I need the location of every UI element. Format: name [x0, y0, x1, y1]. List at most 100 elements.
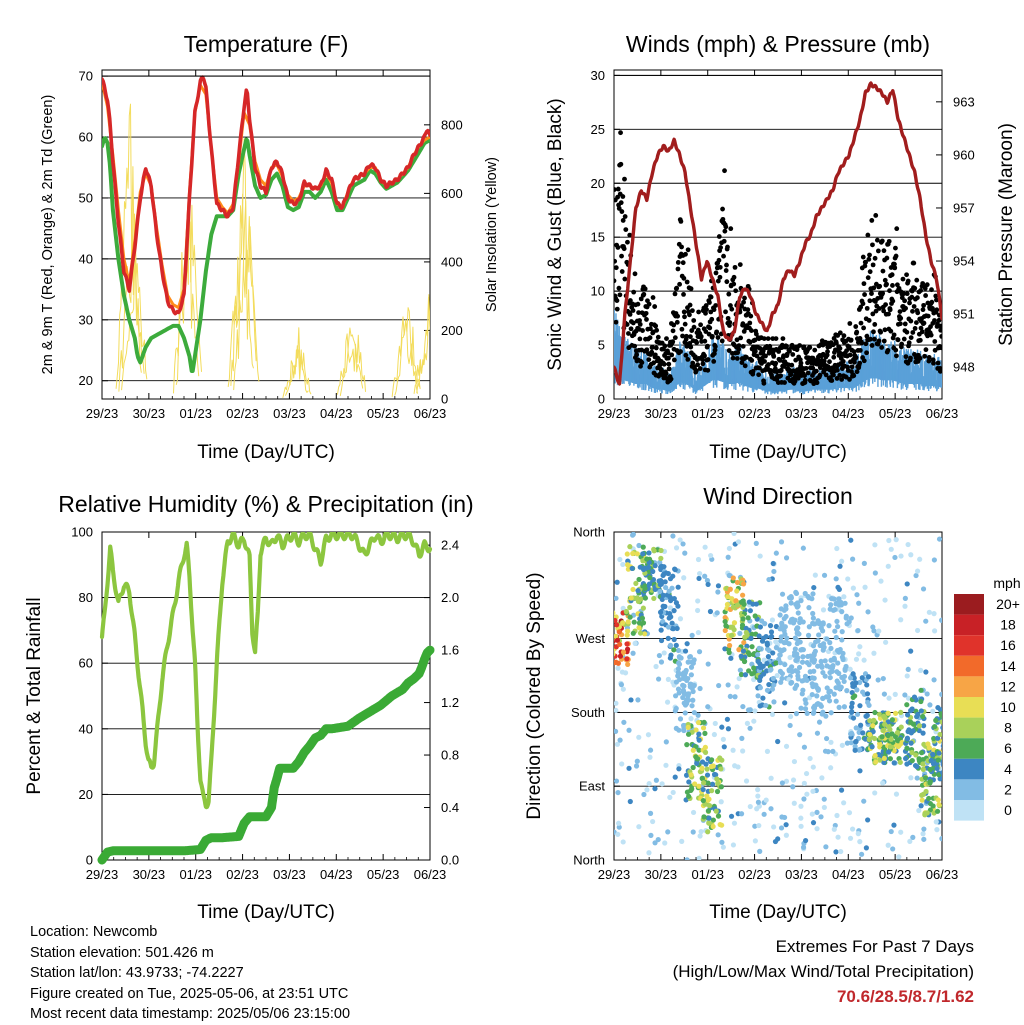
direction-point: [904, 761, 910, 767]
direction-point: [741, 658, 748, 665]
gust-point: [892, 265, 898, 271]
direction-point: [722, 618, 728, 625]
direction-point: [770, 650, 776, 656]
direction-point: [663, 584, 669, 591]
direction-point: [739, 735, 745, 741]
direction-ytick-label: North: [573, 853, 605, 868]
direction-point: [614, 651, 616, 657]
gust-point: [928, 332, 934, 338]
direction-point: [898, 553, 904, 559]
direction-point: [762, 621, 768, 627]
direction-point: [916, 723, 923, 729]
direction-point: [631, 619, 637, 625]
direction-point: [940, 725, 942, 731]
direction-point: [706, 803, 713, 809]
direction-point: [921, 836, 927, 842]
direction-point: [849, 730, 855, 736]
direction-point: [791, 800, 797, 806]
direction-point: [904, 736, 911, 742]
gust-point: [705, 367, 711, 373]
direction-point: [609, 654, 614, 659]
gust-point: [655, 334, 661, 340]
direction-point: [779, 591, 786, 597]
gust-point: [780, 336, 786, 341]
direction-point: [838, 848, 844, 855]
legend-label: 18: [1000, 617, 1016, 633]
direction-point: [616, 824, 622, 830]
temperature-ytick-label: 60: [79, 130, 93, 145]
direction-point: [817, 702, 823, 708]
gust-point: [917, 355, 923, 361]
direction-point: [885, 842, 891, 848]
direction-point: [806, 624, 812, 630]
gust-point: [889, 272, 895, 278]
gust-point: [778, 367, 784, 373]
gust-point: [716, 234, 722, 239]
direction-point: [886, 724, 892, 730]
direction-point: [688, 772, 694, 778]
gust-point: [926, 358, 932, 364]
direction-point: [818, 662, 824, 669]
direction-point: [927, 779, 933, 785]
gust-point: [677, 281, 682, 287]
direction-point: [617, 737, 623, 743]
gust-point: [615, 194, 621, 200]
direction-point: [614, 595, 619, 601]
direction-point: [818, 658, 824, 665]
direction-point: [777, 652, 783, 658]
direction-point: [740, 648, 747, 654]
gust-point: [731, 281, 737, 287]
direction-point: [625, 558, 631, 564]
gust-point: [782, 380, 787, 385]
direction-point: [701, 814, 707, 820]
direction-point: [732, 694, 738, 700]
direction-point: [728, 655, 734, 661]
direction-point: [741, 601, 747, 607]
direction-point: [673, 545, 680, 551]
gust-point: [628, 326, 634, 332]
direction-point: [927, 702, 933, 708]
direction-point: [940, 743, 942, 749]
direction-point: [931, 611, 937, 617]
direction-point: [657, 588, 663, 595]
direction-point: [757, 624, 763, 630]
gust-point: [653, 323, 659, 329]
winds-ytick-right-label: 957: [953, 200, 975, 215]
direction-point: [657, 581, 663, 588]
gust-point: [766, 362, 771, 367]
direction-point: [704, 766, 710, 772]
direction-point: [809, 691, 815, 698]
direction-point: [848, 537, 854, 543]
direction-point: [719, 724, 725, 730]
humidity-xtick-label: 30/23: [133, 867, 166, 882]
gust-point: [741, 299, 746, 305]
direction-point: [757, 553, 763, 559]
direction-point: [918, 698, 924, 705]
direction-point: [866, 702, 872, 708]
direction-point: [655, 836, 661, 843]
direction-point: [852, 747, 858, 753]
direction-point: [888, 546, 894, 552]
direction-point: [630, 550, 636, 557]
direction-point: [898, 724, 904, 730]
gust-point: [893, 347, 899, 353]
temperature-ytick-right-label: 0: [441, 392, 448, 407]
figure-created: Figure created on Tue, 2025-05-06, at 23…: [30, 985, 349, 1002]
gust-point: [761, 336, 767, 341]
gust-point: [803, 365, 809, 371]
humidity-ylabel: Percent & Total Rainfall: [24, 597, 45, 794]
gust-point: [675, 313, 681, 319]
gust-point: [904, 329, 910, 335]
direction-point: [735, 539, 742, 545]
direction-point: [820, 695, 826, 702]
direction-point: [740, 616, 746, 622]
gust-point: [726, 348, 732, 353]
direction-point: [810, 683, 816, 690]
gust-point: [630, 308, 636, 313]
direction-point: [665, 635, 671, 641]
direction-point: [627, 544, 633, 550]
gust-point: [619, 253, 624, 259]
direction-point: [644, 787, 650, 793]
direction-point: [798, 803, 804, 809]
gust-point: [666, 361, 672, 367]
